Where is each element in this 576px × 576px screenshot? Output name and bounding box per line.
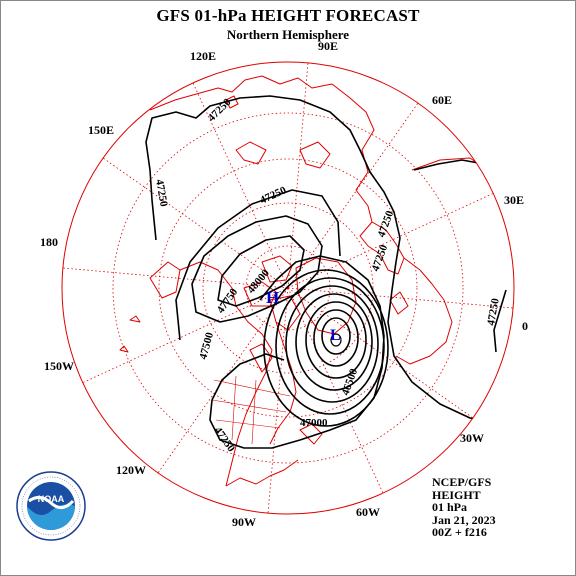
high-pressure-marker: H (266, 288, 279, 307)
contour-low-8 (259, 255, 385, 431)
coast-scandinavia (359, 221, 405, 275)
info-model: NCEP/GFS (432, 475, 492, 489)
contour-47250-east (387, 261, 501, 425)
longitude-label-90e: 90E (318, 39, 338, 53)
coast-north-africa-middle-east (411, 157, 505, 191)
noaa-logo-text: NOAA (38, 494, 65, 504)
meridian-180 (62, 267, 289, 289)
latitude-circle-60 (158, 158, 418, 418)
noaa-logo-icon: NOAA (16, 471, 86, 541)
coast-alaska (149, 261, 181, 299)
contour-47250-southwest (211, 353, 285, 401)
latitude-circle-50 (112, 112, 464, 464)
contour-labels: 47250 47250 47250 47250 47250 47250 4725… (153, 96, 502, 455)
info-level: 01 hPa (432, 500, 468, 514)
longitude-label-60e: 60E (432, 93, 452, 107)
contour-label-47250: 47250 (258, 184, 288, 207)
meridian-60e (287, 102, 419, 289)
coast-western-europe (395, 257, 453, 365)
meridian-150w (81, 287, 289, 384)
map-subtitle: Northern Hemisphere (226, 27, 350, 42)
coast-novaya-zemlya (299, 141, 331, 169)
longitude-label-150w: 150W (44, 359, 74, 373)
low-pressure-marker: L (330, 327, 341, 344)
contour-47250-northeast (413, 159, 485, 171)
longitude-label-90w: 90W (232, 515, 256, 529)
longitude-label-180: 180 (40, 235, 58, 249)
meridians (62, 62, 514, 514)
latitude-circle-80 (245, 245, 331, 331)
height-contours (145, 95, 507, 449)
coast-taymyr (235, 141, 267, 165)
contour-label-47250: 47250 (376, 209, 397, 239)
meridian-150e (102, 157, 289, 289)
longitude-label-120e: 120E (190, 49, 216, 63)
contour-low-3 (305, 301, 367, 379)
info-field: HEIGHT (432, 487, 481, 502)
map-title: GFS 01-hPa HEIGHT FORECAST (156, 6, 420, 25)
contour-label-47250: 47250 (485, 297, 502, 327)
longitude-labels: 90E 60E 30E 0 30W 60W 90W 120W 150W 180 … (40, 39, 528, 529)
contour-47000 (209, 399, 331, 449)
contour-low-5 (285, 285, 379, 403)
meridian-120e (192, 82, 289, 289)
coast-pacific-island-2 (119, 345, 129, 353)
coast-hudson-bay (249, 343, 273, 373)
info-cycle: 00Z + f216 (432, 525, 487, 539)
meridian-0 (287, 287, 514, 309)
longitude-label-30e: 30E (504, 193, 524, 207)
contour-label-47250: 47250 (153, 178, 170, 208)
coast-siberia (149, 75, 375, 223)
contour-label-47500: 47500 (197, 331, 216, 361)
meridian-90w (267, 287, 289, 514)
coast-caribbean (299, 423, 323, 445)
meridian-90e (287, 62, 309, 289)
map-boundary-circle (61, 61, 515, 515)
info-date: Jan 21, 2023 (432, 512, 496, 527)
forecast-info: NCEP/GFS HEIGHT 01 hPa Jan 21, 2023 00Z … (432, 476, 496, 539)
contour-47250-far-east (493, 289, 507, 353)
contour-label-47000: 47000 (300, 417, 328, 429)
contour-47500 (175, 189, 341, 341)
coast-central-america (225, 459, 299, 487)
longitude-label-60w: 60W (356, 505, 380, 519)
low-center-ring (330, 333, 342, 347)
contour-48000 (217, 235, 305, 307)
meridian-30e (287, 192, 495, 289)
latitude-circles (112, 112, 464, 464)
longitude-label-120w: 120W (116, 463, 146, 477)
longitude-label-150e: 150E (88, 123, 114, 137)
contour-label-47250: 47250 (212, 425, 238, 455)
coast-british-isles (389, 291, 409, 315)
coast-kamchatka (225, 95, 239, 109)
coast-baffin-island (269, 295, 301, 331)
meridian-120w (157, 287, 289, 474)
us-state-borders (211, 375, 291, 445)
coast-north-america-west (179, 261, 273, 487)
contour-low-4 (295, 293, 373, 391)
latitude-circle-70 (202, 202, 374, 374)
contour-47250-north (145, 95, 401, 263)
coast-pacific-island-1 (129, 315, 141, 323)
coast-ellesmere (261, 255, 293, 283)
longitude-label-30w: 30W (460, 431, 484, 445)
longitude-label-0: 0 (522, 319, 528, 333)
contour-47750 (191, 215, 323, 323)
coast-greenland (295, 257, 357, 335)
meridian-30w (287, 287, 474, 419)
contour-low-7 (263, 269, 389, 427)
contour-low-1 (321, 317, 351, 355)
contour-low-2 (313, 309, 359, 367)
contour-low-6 (275, 277, 385, 415)
